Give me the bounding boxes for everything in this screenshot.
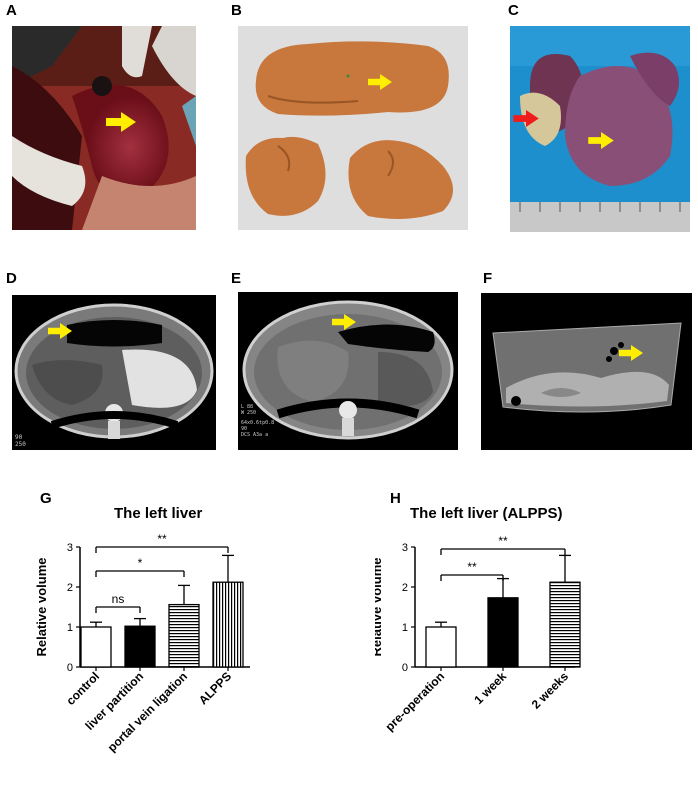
- panel-label-c: C: [508, 2, 519, 19]
- bar: [80, 626, 112, 668]
- panel-label-h: H: [390, 490, 401, 507]
- specimen-photo: [510, 26, 690, 232]
- yellow-arrow-icon: [332, 314, 356, 330]
- ct-window-text: 90 250: [15, 434, 26, 448]
- ct-window-text: L 88 W 250: [241, 404, 257, 416]
- y-tick-label: 3: [402, 542, 408, 554]
- significance-label: **: [498, 534, 508, 548]
- surgical-photo: [12, 26, 196, 230]
- ct-axial-scan: 90 250: [12, 295, 216, 450]
- ct-sagittal-scan: [481, 293, 692, 450]
- x-tick-label: portal vein ligation: [105, 669, 190, 754]
- panel-label-a: A: [6, 2, 17, 19]
- chart-g-title: The left liver: [114, 505, 203, 522]
- x-tick-label: pre-operation: [383, 669, 448, 734]
- x-tick-label: 1 week: [471, 669, 509, 707]
- x-tick-label: control: [63, 669, 102, 708]
- panel-label-g: G: [40, 490, 52, 507]
- significance-label: **: [157, 532, 167, 546]
- bar: [212, 581, 244, 668]
- ct-meta-text: 64x0.6tp0.8 90 DCS A3a a: [241, 420, 275, 438]
- y-tick-label: 1: [67, 622, 73, 634]
- bar: [487, 597, 519, 668]
- yellow-arrow-icon: [48, 323, 72, 339]
- panel-label-f: F: [483, 270, 493, 287]
- y-tick-label: 2: [402, 582, 408, 594]
- y-axis-label: Relative volume: [375, 558, 384, 657]
- panel-label-d: D: [6, 270, 17, 287]
- significance-label: *: [138, 556, 143, 570]
- panel-label-e: E: [231, 270, 242, 287]
- red-arrow-icon: [513, 110, 539, 127]
- x-tick-label: ALPPS: [196, 669, 234, 707]
- yellow-arrow-icon: [588, 132, 614, 149]
- yellow-arrow-icon: [619, 345, 643, 361]
- bar: [549, 581, 581, 668]
- bar: [124, 625, 156, 668]
- y-axis-label: Relative volume: [34, 558, 49, 657]
- bar: [425, 626, 457, 668]
- yellow-arrow-icon: [368, 74, 392, 90]
- y-tick-label: 0: [67, 662, 73, 674]
- x-tick-label: 2 weeks: [529, 669, 572, 712]
- y-tick-label: 3: [67, 542, 73, 554]
- y-tick-label: 1: [402, 622, 408, 634]
- ct-axial-scan: L 88 W 250 64x0.6tp0.8 90 DCS A3a a: [238, 292, 458, 450]
- y-tick-label: 2: [67, 582, 73, 594]
- chart-h-title: The left liver (ALPPS): [410, 505, 563, 522]
- chart-h: 0 1 2 3 Relative volume pre-operation 1 week 2 …: [375, 534, 581, 734]
- significance-label: ns: [112, 592, 125, 606]
- bar: [168, 603, 200, 668]
- panel-label-b: B: [231, 2, 242, 19]
- significance-label: **: [467, 560, 477, 574]
- y-tick-label: 0: [402, 662, 408, 674]
- yellow-arrow-icon: [106, 112, 136, 132]
- liver-3d-model: [238, 26, 468, 230]
